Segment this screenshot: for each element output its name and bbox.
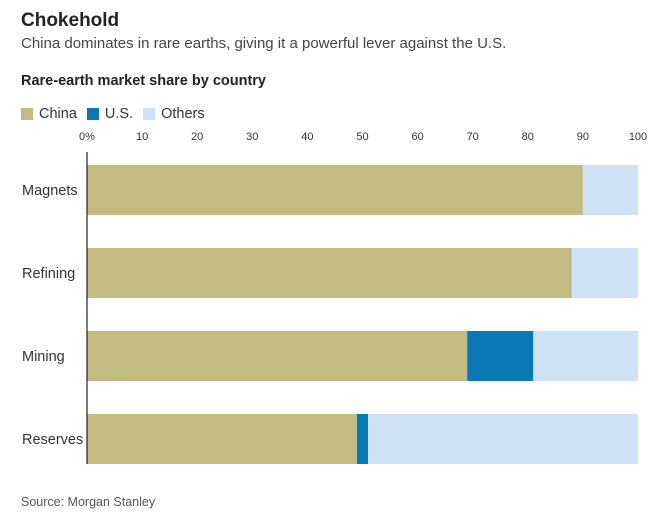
x-tick-label: 100: [629, 131, 647, 143]
x-tick-label: 70: [467, 131, 479, 143]
bar-chart: 0% 10 20 30 40 50 60 70 80 90 100 Magnets Refining Mi…: [22, 131, 647, 464]
x-tick-label: 80: [522, 131, 534, 143]
bar-mining-china: [87, 331, 468, 381]
source-note: Source: Morgan Stanley: [21, 495, 156, 509]
category-label: Refining: [22, 266, 75, 282]
legend-label-others: Others: [161, 106, 205, 122]
x-tick-label: 0%: [79, 131, 95, 143]
x-tick-label: 60: [411, 131, 423, 143]
x-tick-label: 10: [136, 131, 148, 143]
x-tick-label: 40: [301, 131, 313, 143]
bar-reserves-others: [368, 414, 638, 464]
legend-label-us: U.S.: [104, 106, 134, 122]
x-tick-label: 20: [191, 131, 203, 143]
category-label: Reserves: [22, 432, 83, 448]
bar-refining-china: [87, 248, 572, 298]
bar-magnets-china: [87, 165, 583, 215]
chart-title: Chokehold: [21, 10, 120, 31]
category-label: Mining: [22, 349, 65, 365]
bar-mining-us: [467, 331, 534, 381]
bar-mining-others: [533, 331, 638, 381]
x-tick-label: 90: [577, 131, 589, 143]
bar-magnets-others: [582, 165, 638, 215]
legend-label-china: China: [39, 106, 77, 122]
legend-swatch-us: [86, 108, 99, 120]
bar-refining-others: [571, 248, 638, 298]
x-tick-label: 30: [246, 131, 258, 143]
bar-reserves-us: [356, 414, 369, 464]
legend-item-others: Others: [143, 106, 205, 122]
legend: China U.S. Others: [21, 106, 215, 122]
chart-heading: Rare-earth market share by country: [21, 73, 266, 89]
legend-item-china: China: [21, 106, 77, 122]
chart-subtitle: China dominates in rare earths, giving i…: [21, 35, 507, 52]
category-label: Magnets: [22, 183, 78, 199]
legend-item-us: U.S.: [86, 106, 134, 122]
legend-swatch-china: [21, 108, 33, 120]
x-tick-label: 50: [356, 131, 368, 143]
bar-reserves-china: [87, 414, 357, 464]
legend-swatch-others: [143, 108, 156, 120]
